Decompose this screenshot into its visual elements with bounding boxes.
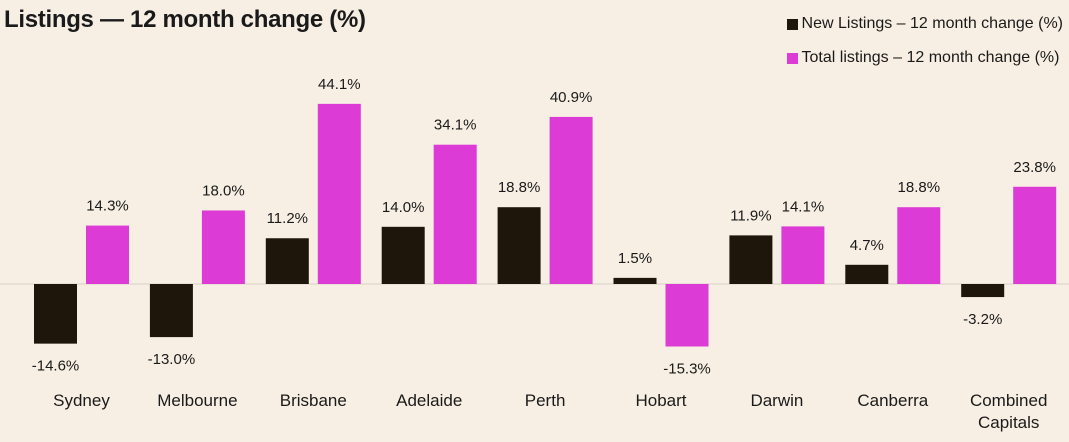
data-label-new-darwin: 11.9% xyxy=(730,207,771,224)
legend-label-new-listings: New Listings – 12 month change (%) xyxy=(801,15,1063,32)
data-label-total-sydney: 14.3% xyxy=(86,198,129,215)
data-label-total-combined-capitals: 23.8% xyxy=(1013,159,1056,176)
legend-label-total-listings: Total listings – 12 month change (%) xyxy=(801,49,1060,66)
category-label-brisbane: Brisbane xyxy=(280,391,347,410)
data-label-total-canberra: 18.8% xyxy=(898,179,941,196)
data-label-new-melbourne: -13.0% xyxy=(148,351,196,368)
bar-total-hobart xyxy=(665,284,709,347)
category-label-darwin: Darwin xyxy=(750,391,803,410)
bar-new-brisbane xyxy=(265,238,309,284)
bar-new-perth xyxy=(497,207,541,284)
legend-item-total-listings: Total listings – 12 month change (%) xyxy=(786,48,1063,68)
category-label-combined-capitals: Combined Capitals xyxy=(970,391,1048,432)
data-label-total-perth: 40.9% xyxy=(550,89,593,106)
bar-total-canberra xyxy=(897,207,941,284)
data-label-total-darwin: 14.1% xyxy=(782,198,825,215)
data-label-new-sydney: -14.6% xyxy=(32,358,80,375)
legend-swatch-new-listings xyxy=(786,18,798,30)
category-label-canberra: Canberra xyxy=(857,391,928,410)
data-label-new-hobart: 1.5% xyxy=(618,250,652,267)
category-label-melbourne: Melbourne xyxy=(157,391,237,410)
legend-item-new-listings: New Listings – 12 month change (%) xyxy=(786,14,1063,34)
bar-new-sydney xyxy=(34,284,77,344)
bar-new-combined-capitals xyxy=(961,284,1005,298)
category-label-hobart: Hobart xyxy=(635,391,686,410)
bar-total-brisbane xyxy=(317,103,361,284)
bar-new-melbourne xyxy=(149,284,193,338)
chart-title: Listings — 12 month change (%) xyxy=(4,6,366,33)
bar-new-adelaide xyxy=(381,226,425,284)
bar-total-darwin xyxy=(781,226,825,284)
data-label-new-brisbane: 11.2% xyxy=(267,210,308,227)
legend: New Listings – 12 month change (%) Total… xyxy=(786,14,1063,82)
data-label-new-adelaide: 14.0% xyxy=(382,199,425,216)
data-label-new-combined-capitals: -3.2% xyxy=(963,311,1002,328)
category-label-sydney: Sydney xyxy=(53,391,110,410)
bar-total-adelaide xyxy=(433,144,477,284)
bar-total-melbourne xyxy=(201,210,245,284)
legend-swatch-total-listings xyxy=(786,52,798,64)
data-label-total-adelaide: 34.1% xyxy=(434,117,477,134)
bar-total-sydney xyxy=(86,225,129,284)
data-label-total-brisbane: 44.1% xyxy=(318,76,361,93)
category-label-perth: Perth xyxy=(525,391,566,410)
data-label-total-hobart: -15.3% xyxy=(663,361,711,378)
category-label-adelaide: Adelaide xyxy=(396,391,462,410)
data-label-new-canberra: 4.7% xyxy=(850,237,884,254)
bar-total-combined-capitals xyxy=(1013,186,1057,284)
data-label-new-perth: 18.8% xyxy=(498,179,541,196)
bar-new-canberra xyxy=(845,264,889,284)
bar-new-darwin xyxy=(729,235,773,284)
bar-total-perth xyxy=(549,116,593,285)
bar-new-hobart xyxy=(613,277,657,284)
data-label-total-melbourne: 18.0% xyxy=(202,182,245,199)
